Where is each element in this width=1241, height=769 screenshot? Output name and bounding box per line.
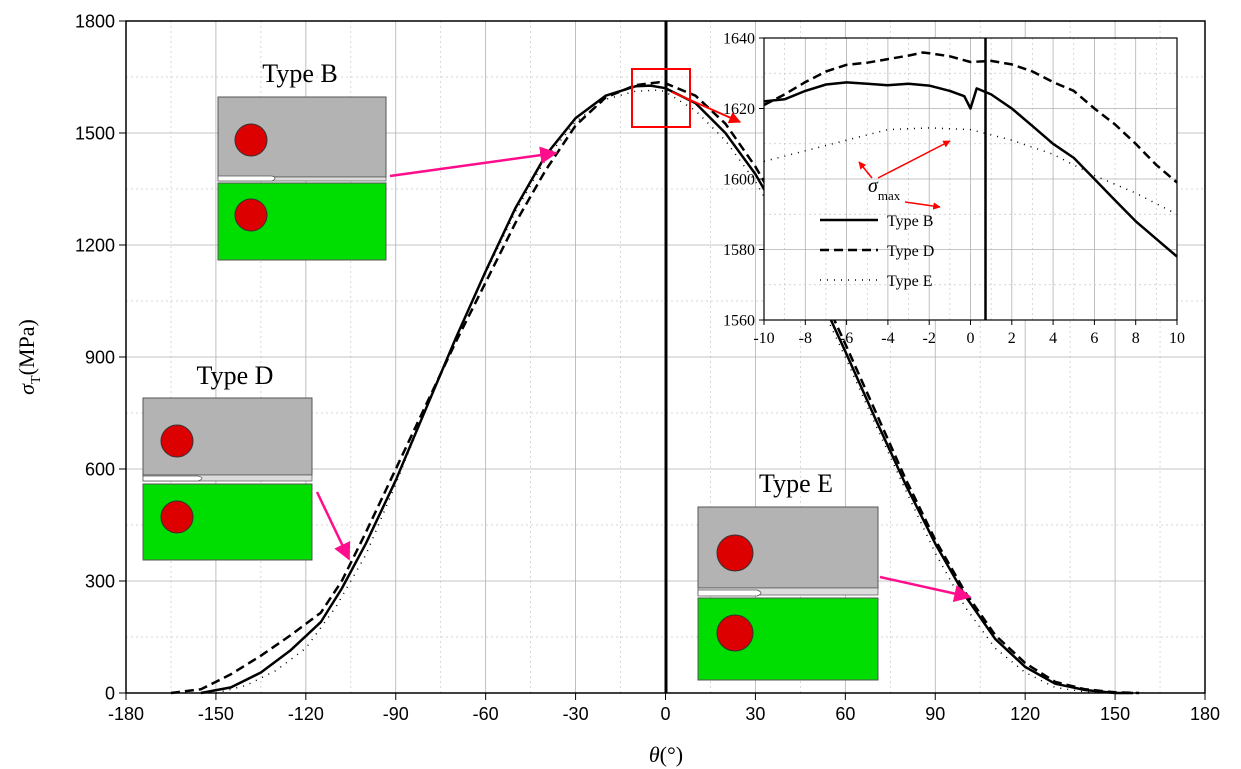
inset-ticks: -10 -8 -6 -4 -2 0 2 4 6 8 10 1560 1580 1600 1620 1640 — [723, 31, 1185, 347]
y-tick-label: 1560 — [723, 313, 755, 330]
y-tick-label: 1640 — [723, 31, 755, 48]
y-tick-label: 300 — [85, 571, 115, 591]
x-tick-label: -6 — [840, 330, 853, 347]
y-tick-label: 1580 — [723, 242, 755, 259]
x-tick-label: -2 — [923, 330, 936, 347]
crack-slit — [142, 475, 203, 482]
sigma-max-arrow-e — [904, 201, 941, 210]
x-tick-label: -8 — [799, 330, 812, 347]
x-axis-label: θ(°) — [649, 742, 683, 767]
x-tick-label: 60 — [835, 704, 855, 724]
x-tick-label: 4 — [1049, 330, 1057, 347]
y-tick-label: 1620 — [723, 101, 755, 118]
y-tick-label: 1800 — [75, 11, 115, 31]
callout-type-d-arrow — [315, 491, 351, 561]
main-series-type-d — [170, 80, 1140, 695]
x-tick-label: 8 — [1132, 330, 1140, 347]
x-tick-label: -10 — [753, 330, 774, 347]
legend-label-type-d: Type D — [887, 243, 934, 260]
inset-series-type-d — [763, 51, 1178, 184]
bolt-circle — [160, 424, 194, 458]
sigma-max-arrow-b — [858, 161, 873, 179]
inset-series — [763, 51, 1178, 258]
y-axis-label: σT(MPa) — [14, 319, 44, 395]
lower-plate — [217, 182, 387, 261]
y-tick-label: 1500 — [75, 123, 115, 143]
y-tick-label: 0 — [105, 683, 115, 703]
x-tick-label: -180 — [108, 704, 144, 724]
main-series — [170, 80, 1140, 695]
x-tick-label: 2 — [1008, 330, 1016, 347]
x-tick-label: -60 — [473, 704, 499, 724]
sigma-max-label: σmax — [868, 175, 901, 203]
callout-type-b-label: Type B — [262, 59, 337, 88]
x-tick-label: 0 — [967, 330, 975, 347]
zoom-box — [631, 68, 691, 128]
bolt-circle — [716, 534, 754, 572]
y-tick-label: 1600 — [723, 172, 755, 189]
x-tick-label: 90 — [925, 704, 945, 724]
x-tick-label: 30 — [745, 704, 765, 724]
sigma-max-arrow-d — [877, 140, 951, 179]
main-series-type-e — [215, 89, 1116, 694]
inset-series-type-e — [763, 127, 1178, 215]
main-series-type-b — [200, 84, 1134, 695]
crack-slit — [697, 589, 762, 597]
x-tick-label: 10 — [1169, 330, 1185, 347]
crack-slit — [217, 175, 276, 182]
legend-label-type-b: Type B — [887, 213, 933, 230]
x-tick-label: 150 — [1100, 704, 1130, 724]
callout-type-d: Type D — [142, 361, 351, 561]
y-tick-label: 600 — [85, 459, 115, 479]
callout-type-e: Type E — [697, 469, 972, 681]
callout-type-d-label: Type D — [197, 361, 274, 390]
legend-label-type-e: Type E — [887, 273, 933, 290]
callout-type-e-arrow — [879, 575, 972, 603]
x-tick-label: 0 — [660, 704, 670, 724]
y-tick-label: 900 — [85, 347, 115, 367]
x-tick-label: -150 — [198, 704, 234, 724]
zoom-arrow — [671, 91, 742, 124]
x-tick-label: 120 — [1010, 704, 1040, 724]
inset-legend: Type B Type D Type E — [820, 213, 934, 290]
bolt-circle — [234, 198, 268, 232]
x-tick-label: -30 — [563, 704, 589, 724]
y-tick-label: 1200 — [75, 235, 115, 255]
main-ticks: -180 -150 -120 -90 -60 -30 0 30 60 90 120 150 180030… — [75, 11, 1220, 724]
bolt-circle — [160, 500, 194, 534]
bolt-circle — [716, 614, 754, 652]
callout-type-b-arrow — [389, 146, 558, 178]
inset-chart: -10 -8 -6 -4 -2 0 2 4 6 8 10 1560 1580 1600 1620 1640 σ… — [723, 31, 1185, 347]
x-tick-label: 6 — [1090, 330, 1098, 347]
x-tick-label: 180 — [1190, 704, 1220, 724]
bolt-circle — [234, 123, 268, 157]
callout-type-e-label: Type E — [759, 469, 833, 498]
inset-series-type-b — [763, 81, 1178, 258]
x-tick-label: -90 — [383, 704, 409, 724]
x-tick-label: -4 — [881, 330, 894, 347]
callout-type-b: Type B — [217, 59, 558, 261]
x-tick-label: -120 — [288, 704, 324, 724]
